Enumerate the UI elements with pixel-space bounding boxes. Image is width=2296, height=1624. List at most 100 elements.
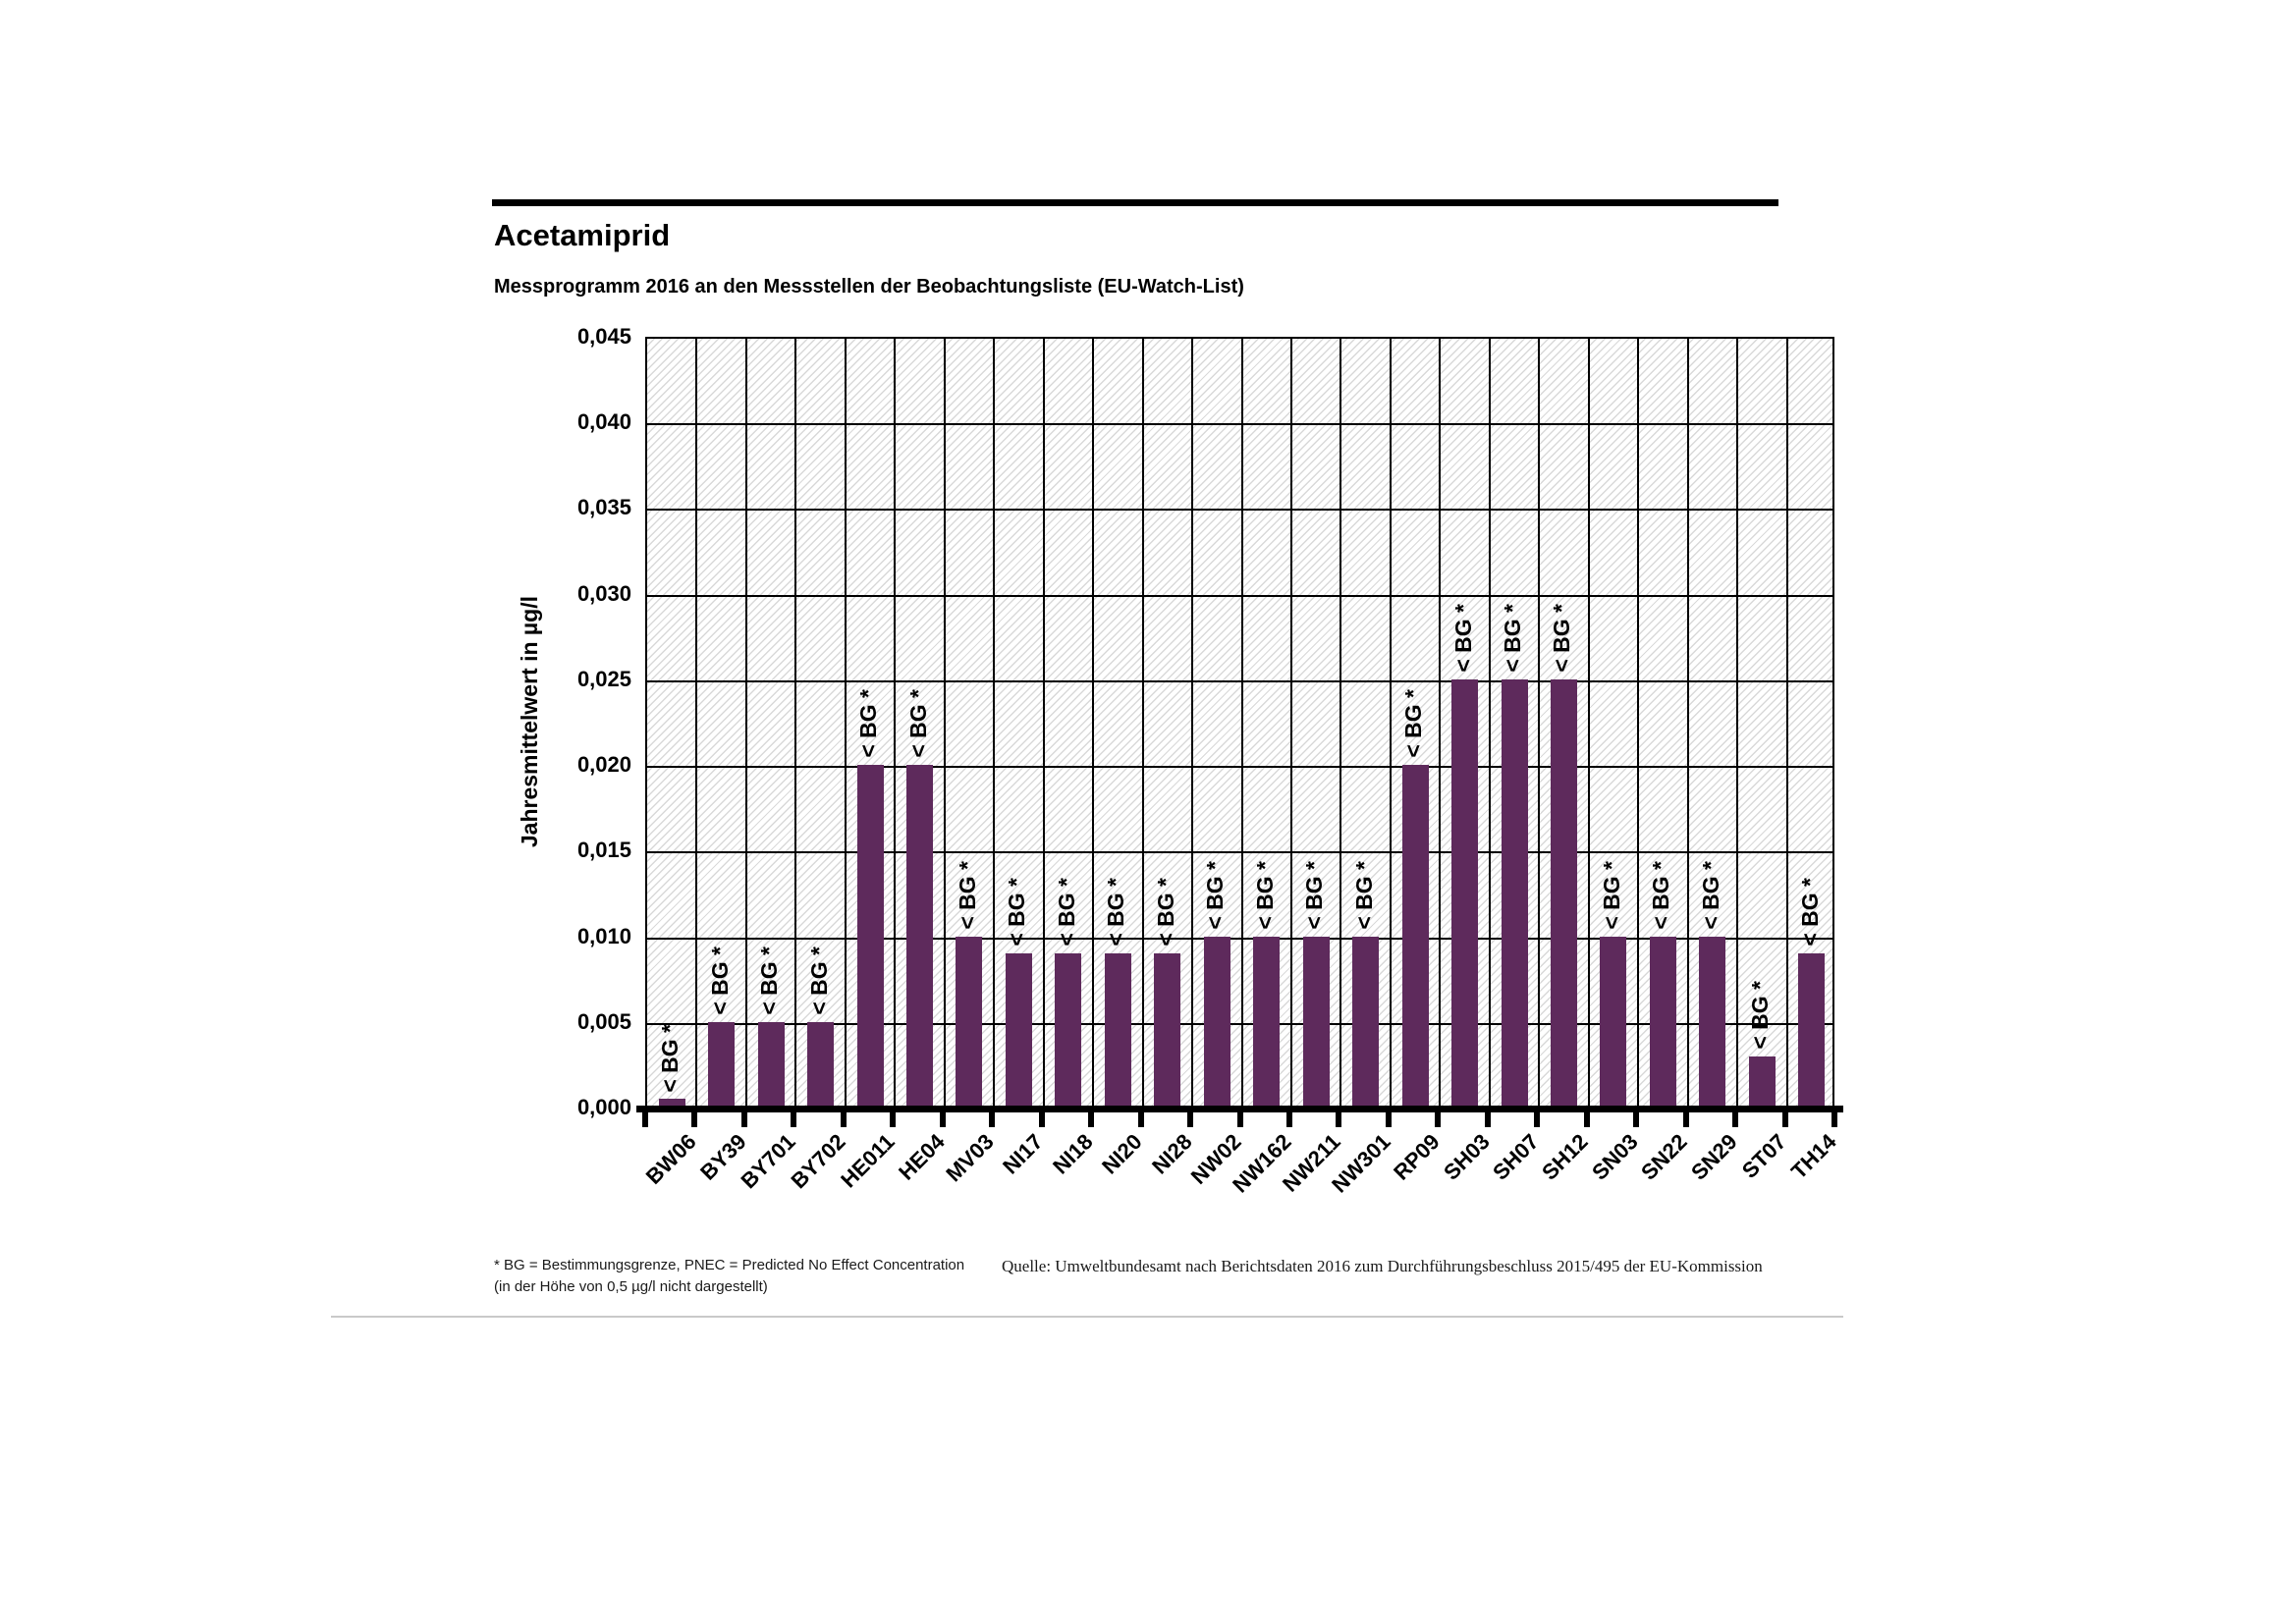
bar <box>1104 953 1131 1108</box>
x-gridline <box>943 339 946 1108</box>
bar <box>1550 678 1577 1108</box>
bar <box>1253 936 1281 1108</box>
bar <box>956 936 983 1108</box>
x-tick-label: BY702 <box>786 1129 850 1194</box>
bar <box>1154 953 1181 1108</box>
y-gridline <box>647 423 1832 426</box>
axes-layer: BW06 BY39 BY701 BY702 HE011 HE04 MV03 NI17 NI18 N… <box>577 324 1841 1198</box>
bar <box>1798 953 1826 1108</box>
plot-area: < BG * < BG * < BG * < BG * < BG * < BG * < BG… <box>645 337 1834 1108</box>
x-tick-label: NI20 <box>1097 1129 1148 1179</box>
x-axis-tick <box>1336 1106 1342 1127</box>
x-axis-tick <box>1236 1106 1243 1127</box>
y-tick-label: 0,015 <box>576 838 631 863</box>
footnote-line-2: (in der Höhe von 0,5 µg/l nicht dargeste… <box>494 1278 768 1295</box>
x-tick-label: SN22 <box>1636 1129 1693 1185</box>
bar <box>1401 765 1429 1108</box>
x-axis-tick <box>740 1106 747 1127</box>
x-axis-tick <box>840 1106 847 1127</box>
y-gridline <box>647 594 1832 597</box>
x-tick-label: SN29 <box>1685 1129 1742 1185</box>
x-axis-tick <box>939 1106 946 1127</box>
y-gridline <box>647 937 1832 940</box>
x-gridline <box>1736 339 1739 1108</box>
x-gridline <box>1289 339 1292 1108</box>
x-gridline <box>1785 339 1788 1108</box>
bar <box>757 1021 785 1108</box>
x-gridline <box>1389 339 1392 1108</box>
x-axis-tick <box>1732 1106 1739 1127</box>
top-divider-rule <box>492 199 1778 206</box>
x-tick-label: MV03 <box>941 1129 999 1187</box>
bar-chart: Jahresmittelwert in µg/l < BG * < BG * < B… <box>517 324 1843 1198</box>
x-gridline <box>844 339 847 1108</box>
x-gridline <box>894 339 897 1108</box>
bar <box>1649 936 1676 1108</box>
bar <box>906 765 934 1108</box>
x-tick-label: BW06 <box>640 1129 701 1189</box>
x-axis-tick <box>1831 1106 1837 1127</box>
x-gridline <box>794 339 797 1108</box>
x-gridline <box>1686 339 1689 1108</box>
y-gridline <box>647 1022 1832 1025</box>
bar <box>1748 1056 1776 1108</box>
bar <box>708 1021 736 1108</box>
x-gridline <box>1042 339 1045 1108</box>
y-tick-label: 0,025 <box>576 666 631 691</box>
x-tick-label: NI18 <box>1048 1129 1098 1179</box>
y-gridline <box>647 509 1832 512</box>
x-tick-label: RP09 <box>1389 1129 1445 1185</box>
y-tick-label: 0,000 <box>576 1095 631 1119</box>
x-gridline <box>1240 339 1243 1108</box>
bar <box>1501 678 1528 1108</box>
bar <box>1203 936 1230 1108</box>
footnote: * BG = Bestimmungsgrenze, PNEC = Predict… <box>494 1255 964 1298</box>
x-tick-label: HE04 <box>893 1129 950 1185</box>
x-gridline <box>1538 339 1541 1108</box>
x-axis-tick <box>1633 1106 1640 1127</box>
x-tick-label: BY701 <box>736 1129 800 1194</box>
source-note: Quelle: Umweltbundesamt nach Berichtsdat… <box>1002 1257 1763 1275</box>
x-axis-tick <box>890 1106 897 1127</box>
bottom-divider-rule <box>331 1316 1843 1318</box>
y-tick-label: 0,040 <box>576 409 631 435</box>
x-axis-tick <box>1187 1106 1194 1127</box>
y-gridline <box>647 766 1832 769</box>
bar <box>1451 678 1479 1108</box>
y-tick-label: 0,010 <box>576 923 631 948</box>
bar <box>658 1099 685 1108</box>
x-gridline <box>1488 339 1491 1108</box>
x-axis-tick <box>1385 1106 1392 1127</box>
y-tick-label: 0,045 <box>576 324 631 349</box>
bar <box>856 765 884 1108</box>
x-tick-label: SN03 <box>1587 1129 1643 1185</box>
x-axis-tick <box>989 1106 996 1127</box>
x-axis-tick <box>1435 1106 1442 1127</box>
x-axis-tick <box>1682 1106 1689 1127</box>
x-gridline <box>1191 339 1194 1108</box>
y-gridline <box>647 851 1832 854</box>
y-axis-title: Jahresmittelwert in µg/l <box>516 596 542 848</box>
x-gridline <box>744 339 747 1108</box>
x-gridline <box>1439 339 1442 1108</box>
y-tick-label: 0,030 <box>576 580 631 606</box>
bar <box>1055 953 1082 1108</box>
x-tick-label: TH14 <box>1785 1129 1841 1184</box>
y-tick-label: 0,035 <box>576 495 631 520</box>
x-tick-label: ST07 <box>1737 1129 1791 1183</box>
y-tick-label: 0,005 <box>576 1008 631 1034</box>
x-axis-tick <box>1038 1106 1045 1127</box>
bar <box>1302 936 1330 1108</box>
x-axis-tick <box>1137 1106 1144 1127</box>
bar <box>1699 936 1726 1108</box>
chart-title: Acetamiprid <box>494 218 671 252</box>
chart-subtitle: Messprogramm 2016 an den Messstellen der… <box>494 276 1244 298</box>
x-axis-tick <box>1285 1106 1292 1127</box>
x-axis-tick <box>1583 1106 1590 1127</box>
x-gridline <box>993 339 996 1108</box>
x-tick-label: SH03 <box>1438 1129 1495 1185</box>
x-tick-label: HE011 <box>836 1129 900 1193</box>
x-axis-tick <box>1088 1106 1095 1127</box>
y-tick-label: 0,020 <box>576 752 631 778</box>
